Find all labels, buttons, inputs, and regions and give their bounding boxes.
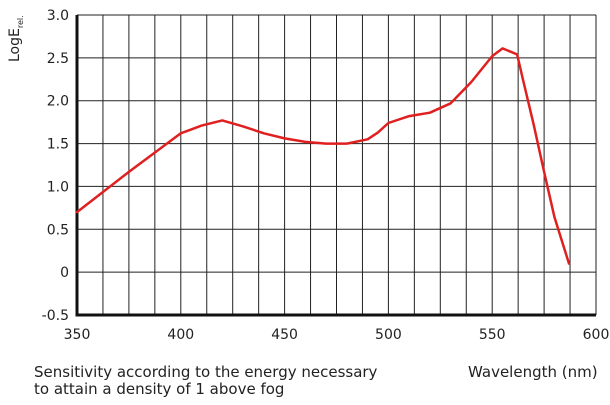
x-tick-label: 500 — [375, 327, 402, 343]
y-tick-label: 2.5 — [47, 51, 69, 67]
y-tick-label: 0 — [60, 265, 69, 281]
y-axis-label: LogErel. — [7, 15, 25, 62]
x-tick-label: 350 — [64, 327, 91, 343]
chart-caption-line-1: Sensitivity according to the energy nece… — [34, 363, 378, 381]
y-tick-label: 0.5 — [47, 222, 69, 238]
series-line-0 — [75, 47, 571, 265]
y-tick-label: 1.5 — [47, 137, 69, 153]
tick-labels: 350 400 450 500 550 600 -0.5 0 0.5 1.0 1.5 2.0 2.5 3.… — [42, 8, 610, 343]
y-axis-label-subscript: rel. — [16, 15, 25, 28]
y-axis-label-main: LogE — [7, 28, 23, 62]
chart-caption-line-2: to attain a density of 1 above fog — [34, 380, 285, 398]
x-tick-label: 400 — [167, 327, 194, 343]
axes — [75, 15, 596, 317]
x-axis-label: Wavelength (nm) — [468, 363, 598, 381]
grid — [77, 14, 597, 315]
y-axis-label-text: LogErel. — [7, 15, 25, 62]
y-tick-label: -0.5 — [42, 308, 69, 324]
x-tick-label: 600 — [583, 327, 610, 343]
x-tick-label: 550 — [479, 327, 506, 343]
y-tick-label: 3.0 — [47, 8, 69, 24]
y-tick-label: 1.0 — [47, 179, 69, 195]
chart-caption: Sensitivity according to the energy nece… — [34, 364, 434, 398]
series — [75, 47, 571, 265]
y-tick-label: 2.0 — [47, 94, 69, 110]
x-tick-label: 450 — [271, 327, 298, 343]
